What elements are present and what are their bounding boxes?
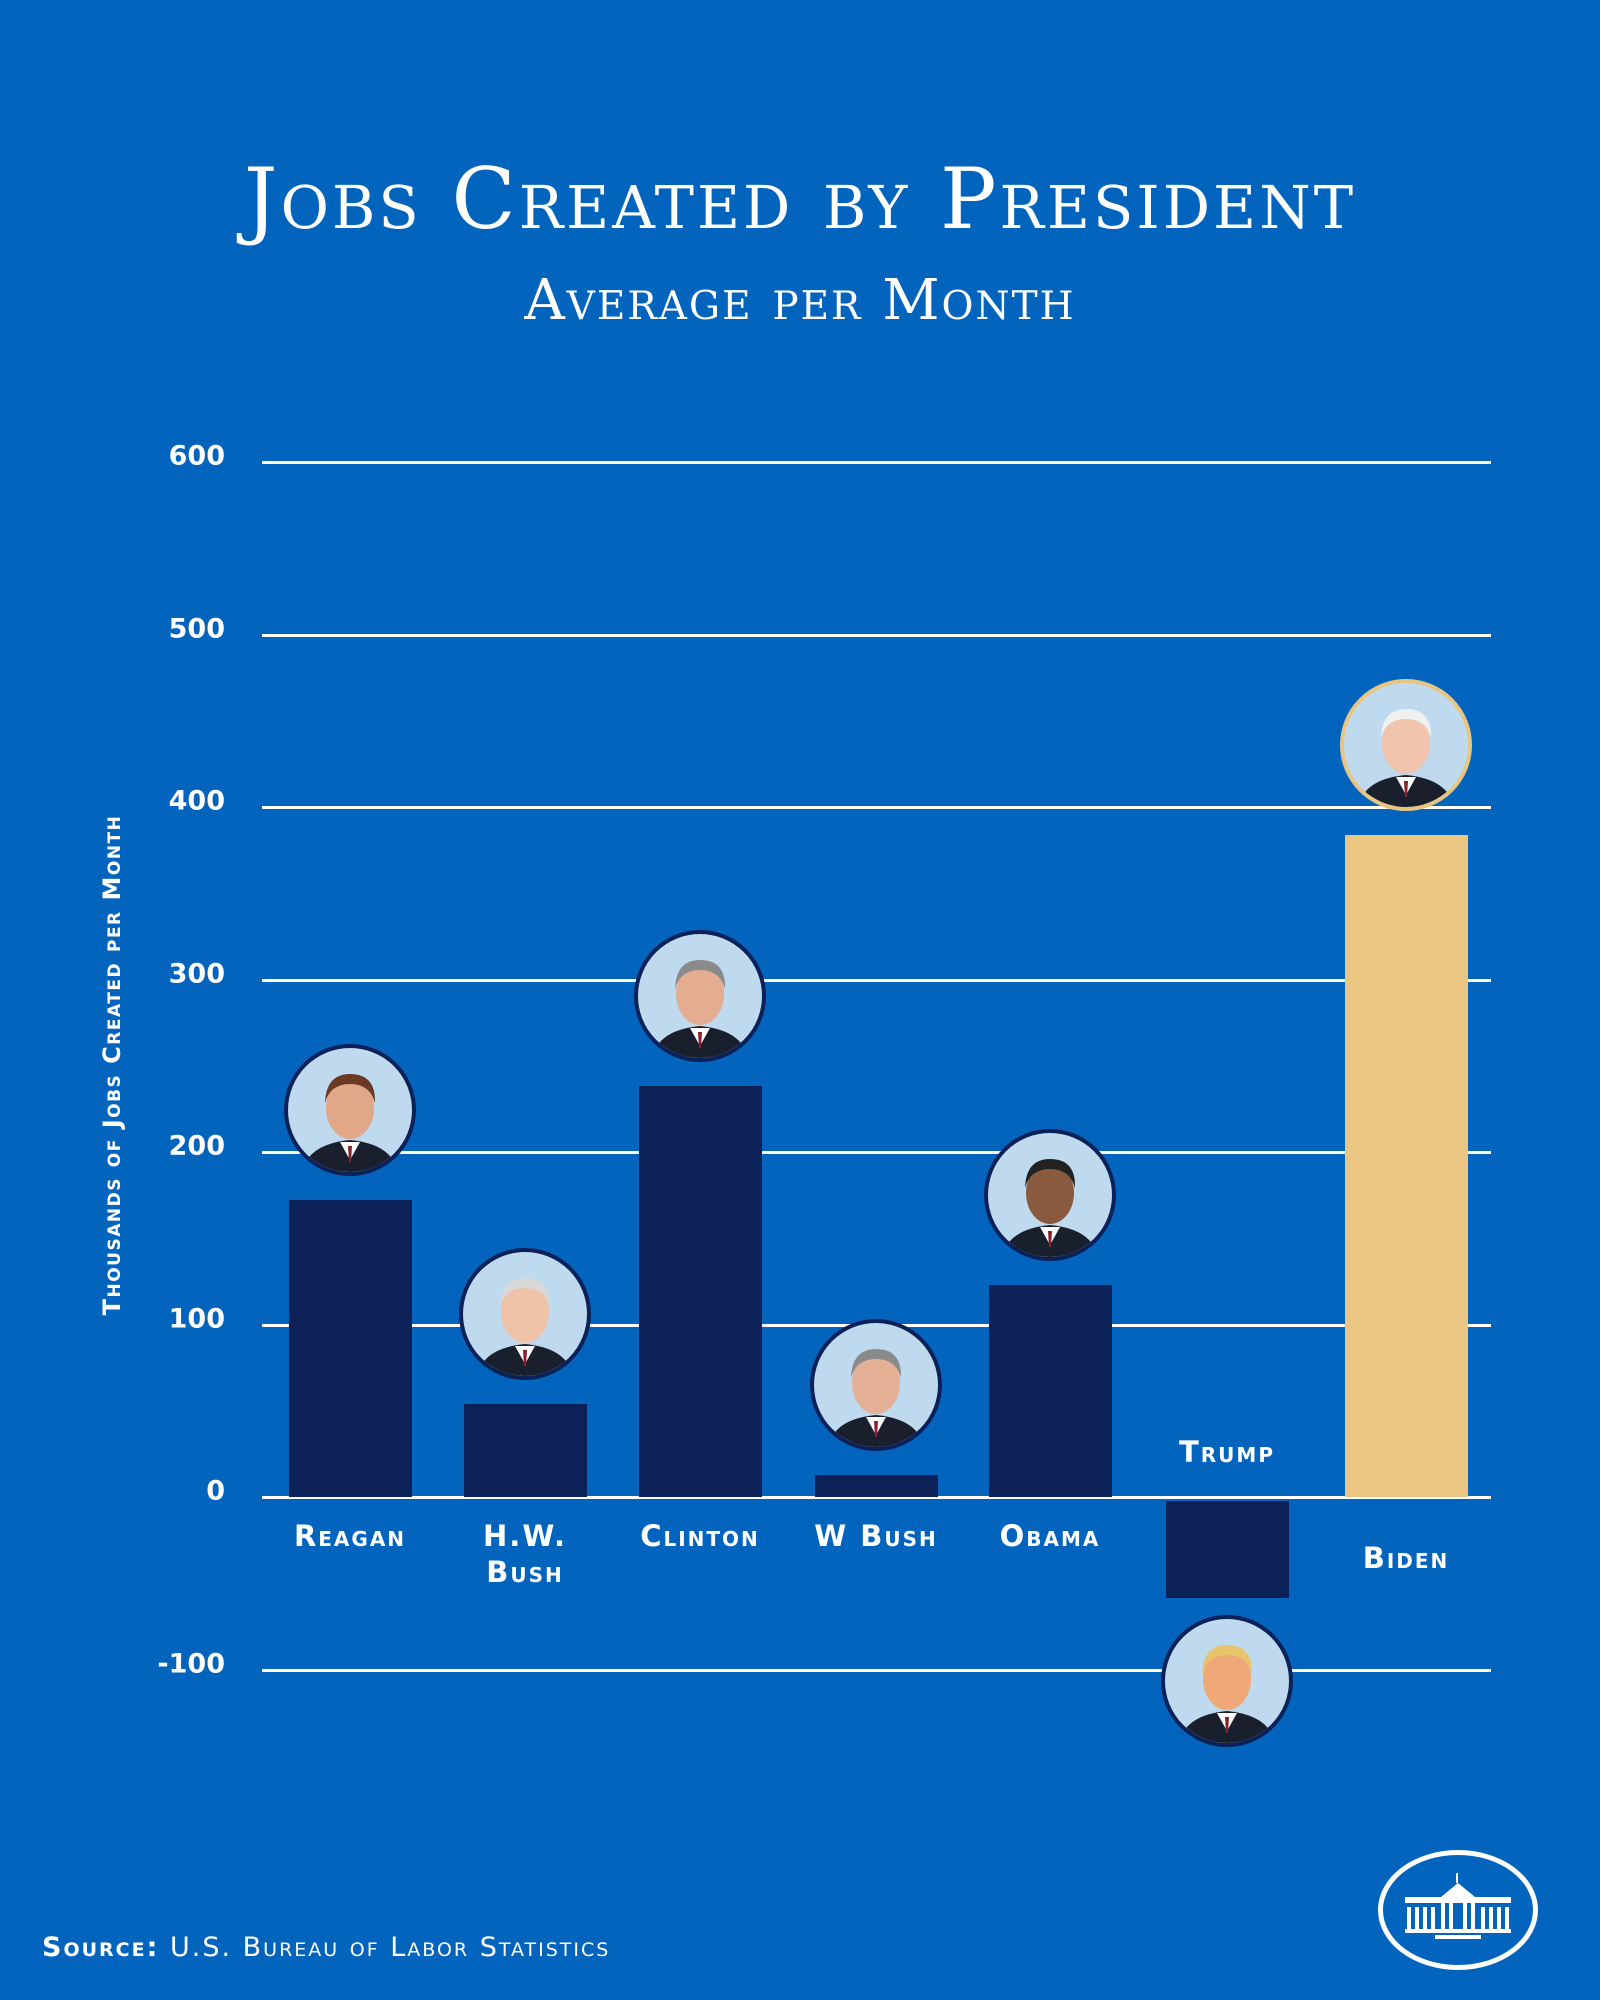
bar-clinton [639,1086,762,1497]
portrait-biden [1340,678,1472,811]
gridline [262,461,1491,464]
x-tick-label: Obama [999,1519,1101,1553]
bar-reagan [289,1200,412,1497]
gridline [262,1496,1491,1499]
y-tick-label: 400 [168,785,225,817]
y-axis-label: Thousands of Jobs Created per Month [98,814,126,1316]
gridline [262,806,1491,809]
x-tick-label: H.W. Bush [483,1519,567,1589]
y-tick-label: 500 [168,612,225,644]
bar-obama [989,1284,1112,1497]
portrait-trump [1161,1614,1293,1747]
bar-hw-bush [464,1403,587,1497]
source-label: Source: [42,1932,160,1963]
y-tick-label: 600 [168,440,225,472]
y-tick-label: 300 [168,957,225,989]
gridline [262,1151,1491,1154]
x-tick-label: Reagan [293,1519,407,1553]
source-note: Source: U.S. Bureau of Labor Statistics [42,1932,610,1963]
y-tick-label: 100 [168,1302,225,1334]
x-tick-label: Biden [1362,1541,1450,1575]
x-tick-label: Clinton [640,1519,760,1553]
portrait-w-bush [810,1318,942,1451]
y-tick-label: 200 [168,1130,225,1162]
portrait-hw-bush [459,1247,591,1380]
bar-w-bush [815,1474,938,1497]
y-tick-label: -100 [157,1647,225,1679]
bar-trump [1166,1501,1289,1598]
portrait-reagan [284,1044,416,1177]
chart-subtitle: Average per Month [524,268,1076,333]
x-tick-label: Trump [1179,1435,1275,1469]
bar-biden [1345,834,1468,1497]
gridline [262,1668,1491,1672]
y-tick-label: 0 [206,1475,225,1507]
x-tick-label: W Bush [814,1519,938,1553]
portrait-obama [984,1128,1116,1261]
white-house-logo [1378,1850,1538,1970]
source-text: U.S. Bureau of Labor Statistics [169,1932,611,1963]
portrait-clinton [634,930,766,1063]
chart-title: Jobs Created by President [243,150,1357,248]
gridline [262,633,1491,637]
gridline [262,978,1491,982]
